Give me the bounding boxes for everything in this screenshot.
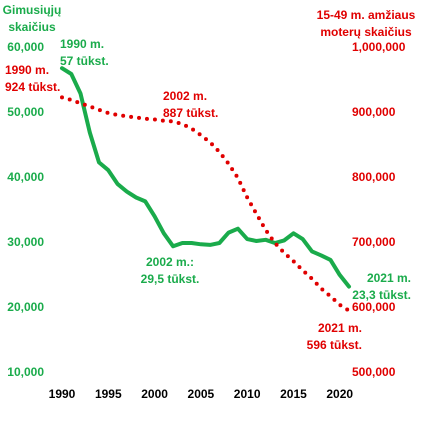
annotation: 2021 m. <box>318 321 362 335</box>
x-tick-label: 2015 <box>280 387 307 401</box>
y-axis-title: skaičius <box>8 20 56 34</box>
y2-tick-label: 600,000 <box>352 300 396 314</box>
y-tick-label: 40,000 <box>7 170 44 184</box>
y-tick-label: 10,000 <box>7 365 44 379</box>
annotation: 23,3 tūkst. <box>352 288 411 302</box>
y2-tick-label: 1,000,000 <box>352 40 406 54</box>
x-tick-label: 1995 <box>95 387 122 401</box>
annotation: 887 tūkst. <box>163 106 218 120</box>
x-tick-label: 2010 <box>234 387 261 401</box>
annotation: 2002 m. <box>163 89 207 103</box>
series-line <box>60 95 351 313</box>
y-tick-label: 30,000 <box>7 235 44 249</box>
y2-tick-label: 700,000 <box>352 235 396 249</box>
series-line <box>60 66 351 289</box>
x-tick-label: 2020 <box>326 387 353 401</box>
y2-axis-title: moterų skaičius <box>320 25 412 39</box>
annotation: 2021 m. <box>367 271 411 285</box>
annotation: 2002 m.: <box>146 255 194 269</box>
x-tick-label: 2005 <box>188 387 215 401</box>
annotation: 29,5 tūkst. <box>141 272 200 286</box>
y2-tick-label: 500,000 <box>352 365 396 379</box>
y2-axis-title: 15-49 m. amžiaus <box>317 8 416 22</box>
y2-tick-label: 900,000 <box>352 105 396 119</box>
y-tick-label: 20,000 <box>7 300 44 314</box>
y-axis-title: Gimusiųjų <box>3 3 62 17</box>
annotation: 596 tūkst. <box>307 338 362 352</box>
y-tick-label: 50,000 <box>7 105 44 119</box>
x-tick-label: 1990 <box>49 387 76 401</box>
annotation: 1990 m. <box>60 37 104 51</box>
x-tick-label: 2000 <box>141 387 168 401</box>
annotation: 1990 m. <box>5 63 49 77</box>
annotation: 924 tūkst. <box>5 80 60 94</box>
y-tick-label: 60,000 <box>7 40 44 54</box>
y2-tick-label: 800,000 <box>352 170 396 184</box>
annotation: 57 tūkst. <box>60 54 109 68</box>
